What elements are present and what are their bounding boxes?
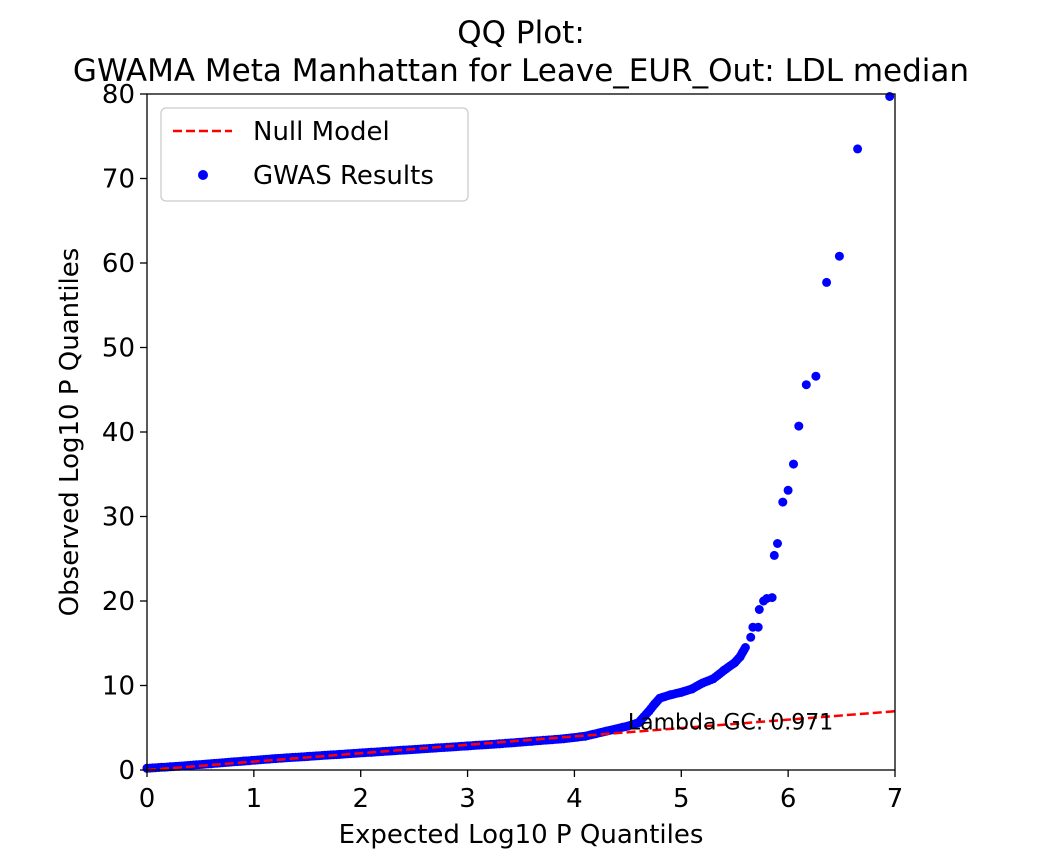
gwas-point: [334, 749, 344, 759]
x-tick-label: 3: [459, 784, 476, 814]
gwas-point: [708, 674, 718, 684]
gwas-point: [580, 731, 590, 741]
gwas-point: [719, 665, 729, 675]
legend-gwas-results-label: GWAS Results: [253, 161, 434, 191]
gwas-point: [644, 706, 654, 716]
gwas-point: [834, 251, 844, 261]
gwas-point: [639, 712, 649, 722]
gwas-point: [463, 741, 473, 751]
y-tick-label: 20: [102, 587, 135, 617]
chart-title-line1: QQ Plot:: [457, 15, 585, 51]
gwas-point: [822, 277, 832, 287]
y-tick-label: 30: [102, 503, 135, 533]
legend-gwas-results-swatch: [198, 170, 208, 180]
null-model-line: [146, 710, 896, 772]
gwas-point: [794, 421, 804, 431]
gwas-point: [495, 739, 505, 749]
legend-box: [160, 107, 469, 202]
gwas-point: [746, 632, 756, 642]
x-tick-label: 1: [246, 784, 263, 814]
gwas-point: [811, 371, 821, 381]
y-tick-label: 80: [102, 80, 135, 110]
x-tick-label: 2: [352, 784, 369, 814]
y-axis-label: Observed Log10 P Quantiles: [55, 248, 85, 617]
legend: Null Model GWAS Results: [160, 107, 469, 202]
gwas-point: [767, 593, 777, 603]
y-tick-label: 40: [102, 418, 135, 448]
x-tick-label: 4: [566, 784, 583, 814]
gwas-point: [754, 605, 764, 614]
gwas-point: [753, 622, 763, 632]
gwas-point: [773, 539, 782, 548]
x-axis-label: Expected Log10 P Quantiles: [339, 820, 704, 850]
gwas-point: [655, 693, 665, 703]
gwas-point: [730, 658, 740, 668]
y-tick-label: 0: [118, 756, 135, 786]
gwas-point: [778, 497, 788, 507]
gwas-point: [623, 721, 633, 731]
y-tick-label: 10: [102, 672, 135, 702]
x-tick-label: 6: [780, 784, 797, 814]
gwas-point: [698, 678, 708, 688]
x-tick-label: 7: [887, 784, 904, 814]
gwas-point: [676, 687, 686, 697]
gwas-point: [650, 699, 660, 709]
gwas-point: [687, 684, 697, 694]
gwas-point: [783, 485, 793, 495]
x-tick-label: 0: [139, 784, 156, 814]
legend-null-model-label: Null Model: [253, 117, 390, 147]
gwas-point: [740, 643, 750, 652]
x-tick-label: 5: [673, 784, 690, 814]
chart-title-line2: GWAMA Meta Manhattan for Leave_EUR_Out: …: [73, 53, 969, 89]
gwas-point: [853, 144, 863, 154]
gwas-point: [666, 690, 676, 700]
plot-content: [142, 92, 896, 773]
lambda-gc-annotation: Lambda GC: 0.971: [628, 710, 833, 735]
gwas-point: [559, 734, 569, 744]
gwas-point: [634, 718, 643, 728]
gwas-point: [735, 652, 745, 662]
gwas-point: [399, 745, 408, 755]
y-tick-label: 60: [102, 249, 135, 279]
gwas-point: [527, 736, 537, 746]
y-tick-label: 70: [102, 165, 135, 195]
gwas-point: [789, 459, 798, 469]
gwas-point: [801, 380, 811, 390]
gwas-point: [769, 550, 779, 560]
y-tick-label: 50: [102, 334, 135, 364]
